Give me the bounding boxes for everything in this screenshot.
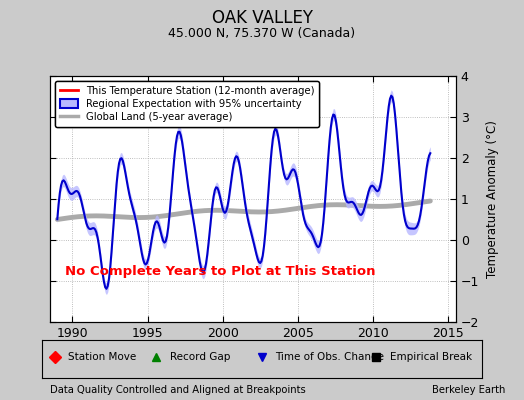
Text: Berkeley Earth: Berkeley Earth	[432, 385, 506, 395]
Text: OAK VALLEY: OAK VALLEY	[212, 9, 312, 27]
Text: No Complete Years to Plot at This Station: No Complete Years to Plot at This Statio…	[65, 265, 375, 278]
Text: Time of Obs. Change: Time of Obs. Change	[275, 352, 384, 362]
Text: Empirical Break: Empirical Break	[390, 352, 472, 362]
Legend: This Temperature Station (12-month average), Regional Expectation with 95% uncer: This Temperature Station (12-month avera…	[55, 81, 319, 127]
Text: 45.000 N, 75.370 W (Canada): 45.000 N, 75.370 W (Canada)	[168, 28, 356, 40]
Text: Record Gap: Record Gap	[170, 352, 230, 362]
Text: Data Quality Controlled and Aligned at Breakpoints: Data Quality Controlled and Aligned at B…	[50, 385, 305, 395]
Text: Station Move: Station Move	[68, 352, 137, 362]
Y-axis label: Temperature Anomaly (°C): Temperature Anomaly (°C)	[486, 120, 499, 278]
